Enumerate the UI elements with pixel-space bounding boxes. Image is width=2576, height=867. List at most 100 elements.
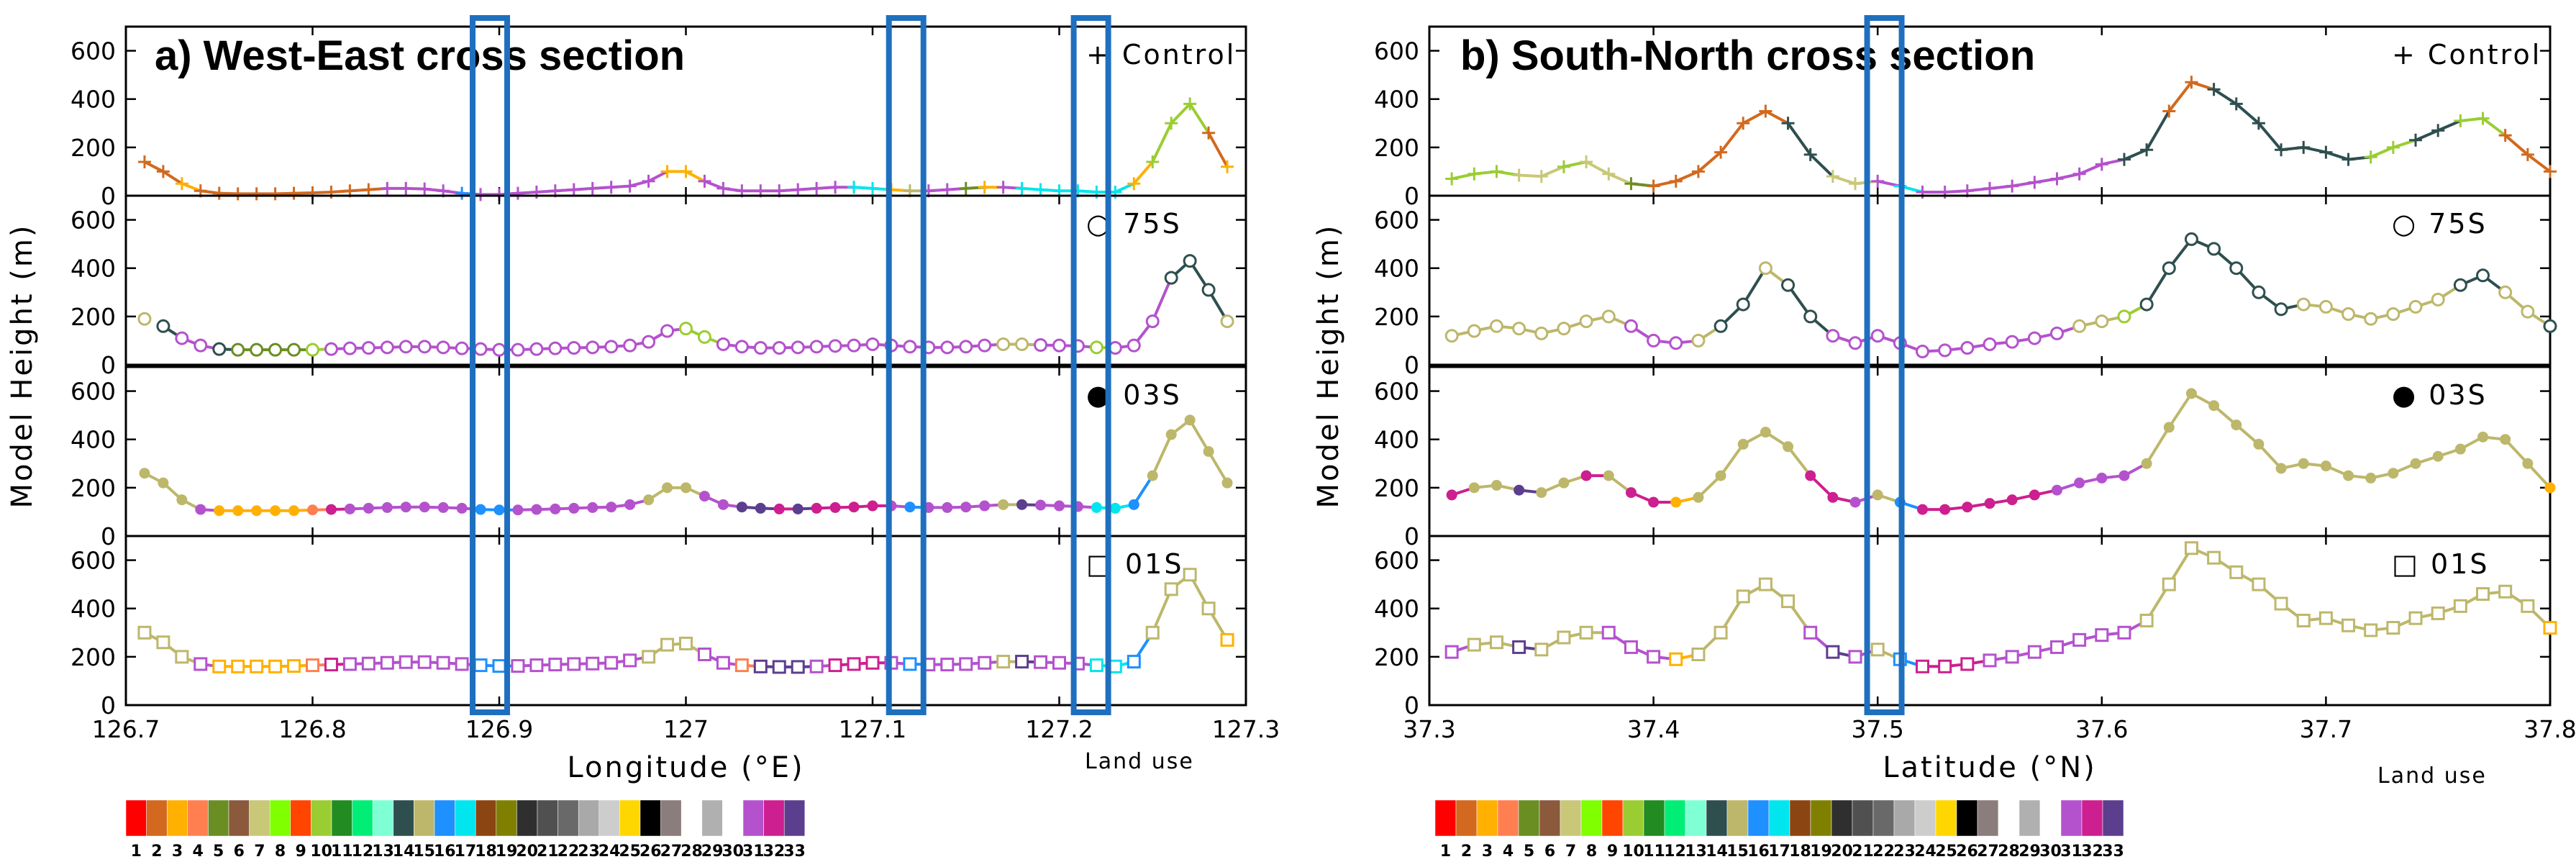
legend-label: ● 03S [2392,379,2488,411]
data-point [1109,502,1121,514]
data-point [307,504,318,516]
data-point [1579,314,1593,329]
data-point [2453,599,2467,613]
land-use-swatch [1455,799,1478,837]
data-point [1960,341,1975,355]
data-point [473,342,488,356]
data-point [361,341,376,355]
x-tick-label: 127 [663,715,709,743]
data-point [2005,650,2019,664]
data-point [1183,97,1197,111]
data-point [156,165,170,178]
data-point [1489,635,1503,650]
data-point [1089,658,1103,673]
land-use-swatch [1768,799,1790,837]
data-point [1781,594,1796,609]
land-use-label: 25 [619,843,641,861]
series-segment [2414,129,2440,142]
land-use-label: 4 [1503,843,1514,861]
x-tick-label: 37.8 [2523,715,2576,743]
data-point [1781,278,1796,292]
series-segment [1151,122,1173,163]
land-use-swatch [496,799,517,837]
data-point [2453,278,2467,292]
data-point [2095,158,2108,171]
land-use-swatch [2019,799,2041,837]
data-point [2185,76,2198,89]
data-point [2408,611,2423,625]
data-point [2476,268,2490,283]
data-point [979,500,991,512]
land-use-swatch [1935,799,1957,837]
data-point [511,186,524,200]
y-tick-label: 400 [1374,255,1419,283]
data-point [2431,292,2445,307]
data-point [437,501,449,513]
data-point [2072,319,2087,333]
data-point [1670,496,1682,508]
data-point [2162,104,2176,118]
data-point [1444,329,1459,343]
panel-frame [1428,366,2552,537]
data-point [2006,179,2019,193]
data-point [1183,568,1197,582]
land-use-label: 13 [1685,843,1707,861]
data-point [214,505,225,517]
land-use-label: 4 [192,843,203,861]
data-point [2027,645,2042,659]
land-use-swatch [1789,799,1811,837]
land-use-swatch [393,799,414,837]
data-point [362,183,376,196]
data-point [231,187,245,201]
series-segment [1207,131,1229,168]
y-tick-label: 0 [101,522,116,550]
data-point [1960,657,1975,671]
data-point [1827,491,1839,503]
data-point [306,342,319,357]
highlight-box [1070,15,1111,715]
y-tick-label: 600 [70,206,116,235]
x-tick-label: 126.8 [278,715,346,743]
data-point [287,659,301,673]
series-segment [180,182,202,193]
land-use-swatch [1497,799,1519,837]
land-use-swatch [1622,799,1644,837]
data-point [325,504,337,515]
data-point [1783,441,1794,453]
data-point [2320,460,2331,472]
series-segment [2391,138,2418,149]
data-point [791,660,805,674]
data-point [399,340,413,354]
data-point [1760,427,1771,438]
data-point [1983,337,1997,351]
legend-label: + Control [2392,39,2541,71]
series-segment [1719,122,1745,154]
data-point [511,659,525,673]
land-use-label: 17 [455,843,477,861]
data-point [1089,340,1103,355]
y-tick-label: 0 [1404,522,1419,550]
data-point [587,501,599,513]
y-tick-label: 600 [1374,206,1419,235]
series-segment [1674,170,1700,183]
data-point [2274,596,2288,611]
data-point [1444,645,1459,659]
series-segment [1831,175,1857,186]
data-point [978,181,991,194]
y-axis-label: Model Height (m) [6,224,39,509]
data-point [475,504,486,515]
land-use-swatch [1914,799,1936,837]
data-point [2388,468,2399,479]
series-segment [2526,462,2552,489]
series-segment [1786,122,1812,156]
data-point [2074,477,2085,489]
series-segment [2122,148,2149,161]
y-tick-label: 200 [70,643,116,671]
data-point [1015,181,1029,195]
data-point [1758,261,1772,276]
y-tick-label: 600 [70,547,116,575]
data-point [2431,124,2445,137]
land-use-swatch [1643,799,1665,837]
data-point [195,504,206,515]
data-point [2117,309,2131,324]
